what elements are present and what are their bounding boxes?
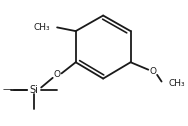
Text: O: O [54, 70, 61, 79]
Text: CH₃: CH₃ [33, 23, 50, 32]
Text: —: — [2, 85, 11, 94]
Text: O: O [149, 67, 156, 76]
Text: CH₃: CH₃ [169, 78, 185, 88]
Text: Si: Si [30, 85, 39, 95]
